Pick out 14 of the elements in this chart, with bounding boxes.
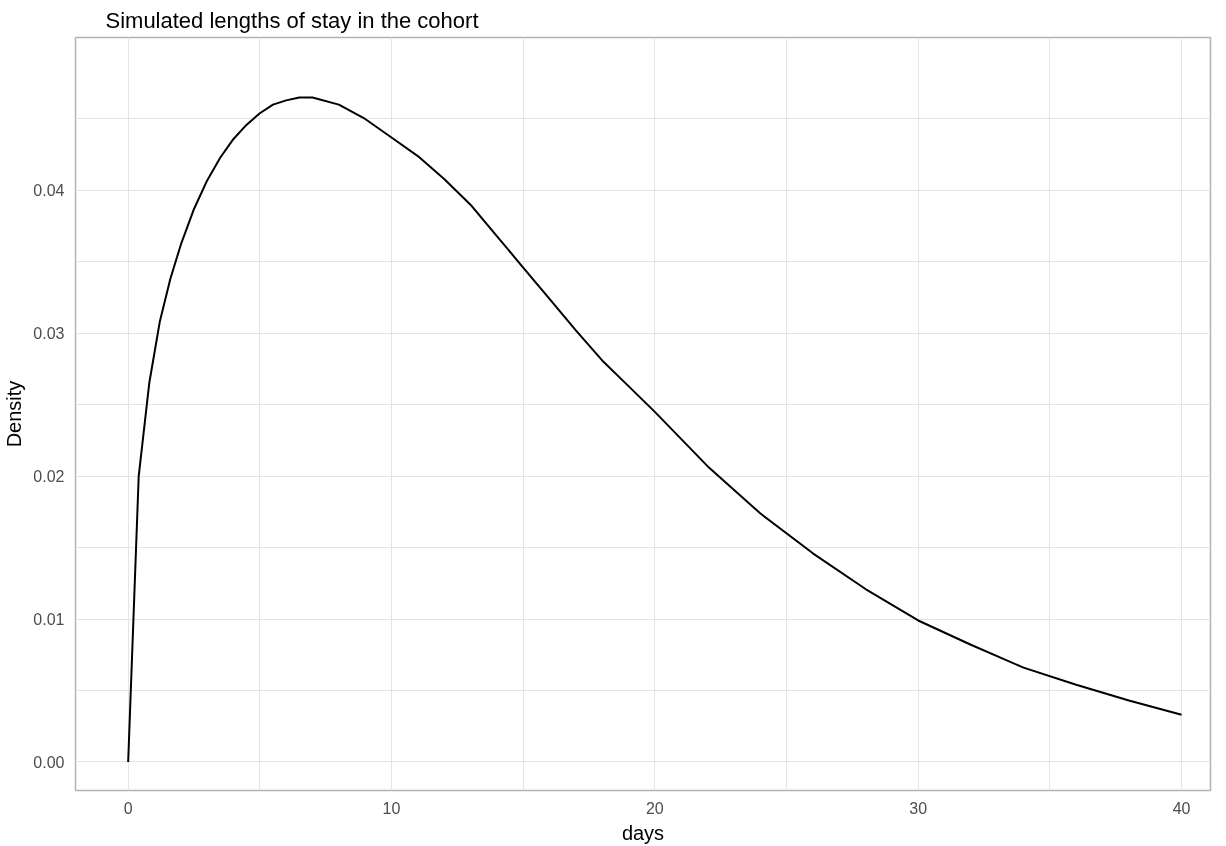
y-tick-label: 0.04 — [33, 182, 65, 200]
y-tick-label: 0.00 — [33, 753, 65, 771]
x-tick-label: 30 — [909, 799, 928, 817]
y-tick-label: 0.03 — [33, 325, 65, 343]
x-tick-label: 10 — [382, 799, 401, 817]
x-tick-label: 0 — [123, 799, 133, 817]
line-series — [127, 96, 1183, 763]
y-tick-label: 0.02 — [33, 468, 65, 486]
x-axis-title: days — [621, 821, 665, 844]
chart-title: Simulated lengths of stay in the cohort — [105, 7, 479, 33]
x-tick-label: 40 — [1172, 799, 1191, 817]
x-tick-label: 20 — [645, 799, 664, 817]
y-axis-title: Density — [3, 380, 26, 448]
y-tick-label: 0.01 — [33, 611, 65, 629]
